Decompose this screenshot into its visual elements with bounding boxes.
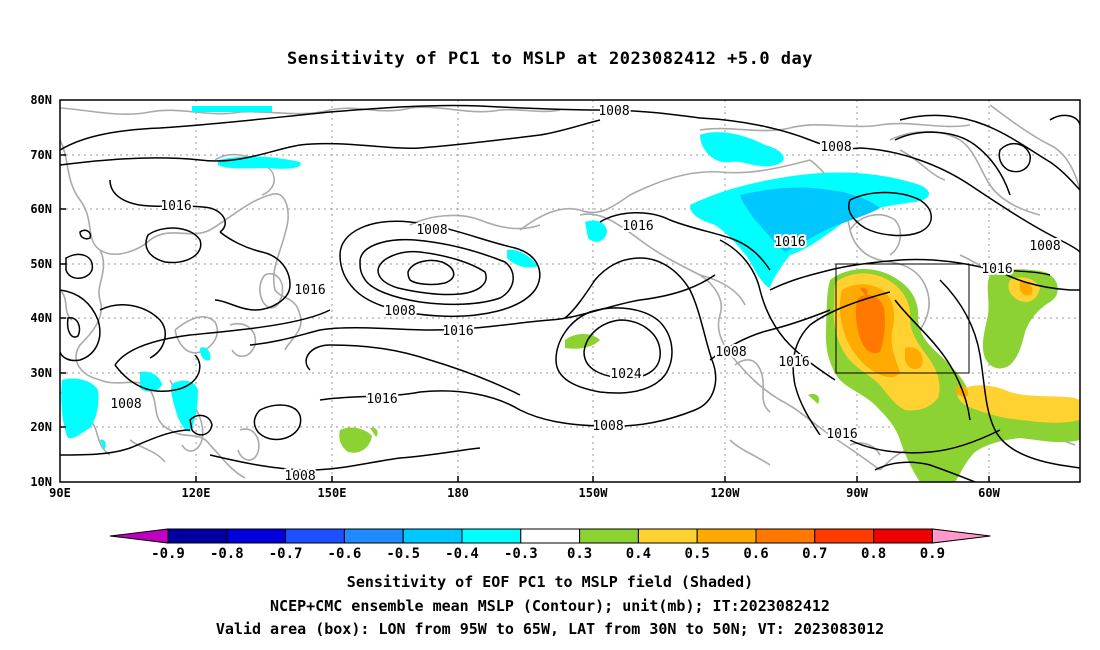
colorbar-swatch (167, 528, 228, 544)
contour-label: 1008 (1029, 239, 1060, 254)
y-tick-label: 60N (30, 202, 52, 216)
contour-label: 1016 (442, 324, 473, 339)
caption-line-3: Valid area (box): LON from 95W to 65W, L… (215, 620, 885, 638)
colorbar-label: -0.7 (269, 546, 303, 562)
contour-label: 1008 (416, 223, 447, 238)
x-tick-label: 90W (846, 486, 868, 500)
x-tick-label: 120W (711, 486, 741, 500)
page-title: Sensitivity of PC1 to MSLP at 2023082412… (286, 49, 813, 69)
colorbar-swatch (873, 528, 933, 544)
valid-area-box (835, 263, 970, 374)
x-tick-label: 90E (49, 486, 71, 500)
x-tick-label: 120E (182, 486, 211, 500)
contour-label: 1016 (366, 392, 397, 407)
colorbar-swatch (755, 528, 816, 544)
x-axis-labels: 90E 120E 150E 180 150W 120W 90W 60W (49, 486, 1000, 500)
colorbar-label: 0.8 (861, 546, 886, 562)
y-tick-label: 10N (30, 475, 52, 489)
contour-label: 1016 (294, 283, 325, 298)
colorbar-swatch (579, 528, 639, 544)
y-tick-label: 40N (30, 311, 52, 325)
x-tick-label: 180 (447, 486, 469, 500)
map-panel: 1008 1008 1016 1008 1016 1016 1008 1016 … (30, 93, 1081, 500)
x-tick-label: 60W (978, 486, 1000, 500)
colorbar-swatch (814, 528, 875, 544)
caption-line-1: Sensitivity of EOF PC1 to MSLP field (Sh… (346, 573, 754, 591)
colorbar-label: -0.6 (328, 546, 362, 562)
contour-label: 1008 (715, 345, 746, 360)
contour-label: 1016 (981, 262, 1012, 277)
contour-label: 1008 (592, 419, 623, 434)
contour-label: 1008 (598, 104, 629, 119)
contour-label: 1016 (778, 355, 809, 370)
colorbar-swatch (696, 528, 757, 544)
shading-negative (61, 106, 930, 450)
tick-marks (60, 154, 990, 482)
colorbar-label: 0.3 (567, 546, 592, 562)
colorbar-label: -0.3 (504, 546, 538, 562)
colorbar-label: 0.9 (920, 546, 945, 562)
contour-label: 1008 (284, 469, 315, 484)
colorbar-label: -0.9 (151, 546, 185, 562)
colorbar-label: 0.5 (685, 546, 710, 562)
colorbar-label: -0.4 (445, 546, 479, 562)
colorbar: -0.9 -0.8 -0.7 -0.6 -0.5 -0.4 -0.3 0.3 0.4 0.5 0.6… (109, 528, 991, 562)
contour-labels: 1008 1008 1016 1008 1016 1016 1008 1016 … (108, 102, 1062, 484)
x-tick-label: 150E (318, 486, 347, 500)
y-tick-label: 70N (30, 148, 52, 162)
colorbar-swatch (343, 528, 404, 544)
colorbar-swatch (285, 528, 345, 544)
colorbar-label: 0.6 (743, 546, 768, 562)
colorbar-arrow-low (109, 528, 169, 544)
y-tick-label: 50N (30, 257, 52, 271)
y-tick-label: 80N (30, 93, 52, 107)
y-tick-label: 20N (30, 420, 52, 434)
contour-label: 1016 (774, 235, 805, 250)
x-tick-label: 150W (579, 486, 609, 500)
y-tick-label: 30N (30, 366, 52, 380)
colorbar-label: 0.7 (802, 546, 827, 562)
contour-label: 1008 (384, 304, 415, 319)
contour-label: 1016 (160, 199, 191, 214)
contour-label: 1008 (820, 140, 851, 155)
colorbar-arrow-high (931, 528, 991, 544)
colorbar-swatch (461, 528, 522, 544)
colorbar-label: -0.5 (386, 546, 420, 562)
colorbar-label: -0.8 (210, 546, 244, 562)
mslp-contours (60, 104, 1080, 482)
caption-line-2: NCEP+CMC ensemble mean MSLP (Contour); u… (270, 597, 830, 615)
contour-label: 1016 (826, 427, 857, 442)
colorbar-swatch (637, 528, 698, 544)
contour-label: 1024 (610, 367, 641, 382)
colorbar-swatch (520, 528, 581, 544)
y-axis-labels: 80N 70N 60N 50N 40N 30N 20N 10N (30, 93, 52, 489)
colorbar-label: 0.4 (626, 546, 651, 562)
colorbar-swatch (226, 528, 287, 544)
contour-label: 1016 (622, 219, 653, 234)
colorbar-swatch (402, 528, 463, 544)
shading-positive (339, 268, 1080, 482)
contour-label: 1008 (110, 397, 141, 412)
map-frame (59, 99, 1081, 483)
